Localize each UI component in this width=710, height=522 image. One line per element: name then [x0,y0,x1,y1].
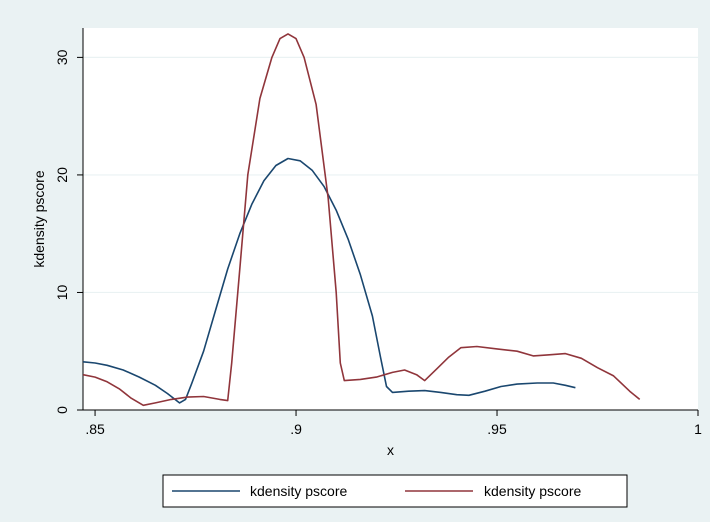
legend-box [162,474,628,508]
legend: kdensity pscore kdensity pscore [162,474,628,508]
y-axis-label: kdensity pscore [31,170,47,267]
series-layer [82,33,641,407]
series-line-2 [82,33,641,407]
y-tick-label-0: 0 [54,406,70,414]
grid [83,56,698,294]
x-tick-label-2: .95 [487,421,507,437]
x-tick-label-0: .85 [85,421,105,437]
y-tick-label-3: 30 [54,49,70,65]
series-line-1 [82,157,576,404]
x-tick-label-3: 1 [694,421,702,437]
axes: 0 10 20 30 .85 .9 .95 1 [54,28,702,437]
legend-label-series-2: kdensity pscore [484,483,581,499]
x-tick-label-1: .9 [290,421,302,437]
legend-label-series-1: kdensity pscore [250,483,347,499]
plot-area [83,28,698,410]
y-tick-label-1: 10 [54,284,70,300]
y-tick-label-2: 20 [54,167,70,183]
x-axis-label: x [387,442,394,458]
